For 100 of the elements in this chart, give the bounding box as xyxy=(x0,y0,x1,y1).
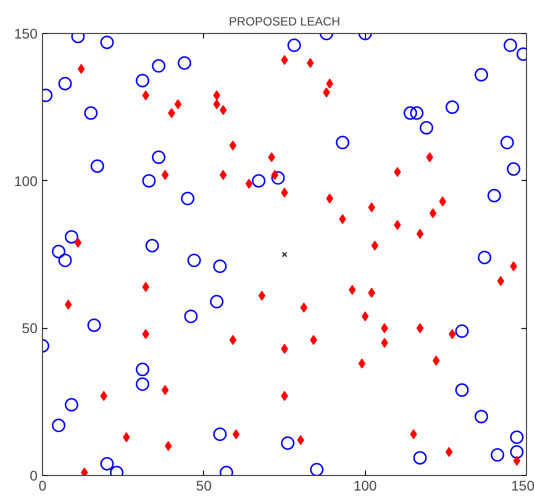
point xyxy=(348,284,356,295)
point xyxy=(510,430,524,444)
y-tick-label: 150 xyxy=(14,26,38,42)
point xyxy=(152,150,166,164)
point xyxy=(478,250,492,264)
point xyxy=(74,238,82,248)
point xyxy=(136,74,150,88)
point xyxy=(413,451,427,465)
point xyxy=(416,228,424,239)
point xyxy=(100,390,108,401)
point xyxy=(455,383,469,397)
point xyxy=(210,294,224,308)
point xyxy=(322,87,330,98)
point xyxy=(455,324,469,338)
point xyxy=(510,261,518,272)
point xyxy=(162,385,169,396)
point xyxy=(78,64,85,74)
point xyxy=(510,445,524,459)
point xyxy=(122,432,130,442)
point xyxy=(184,310,198,324)
point xyxy=(326,78,334,89)
point xyxy=(80,468,88,476)
point xyxy=(220,105,227,116)
point xyxy=(162,170,169,180)
point xyxy=(229,140,236,150)
point xyxy=(64,230,78,244)
point xyxy=(100,36,114,50)
point xyxy=(280,436,294,450)
point xyxy=(446,100,460,114)
y-tick-label: 0 xyxy=(30,468,38,484)
point xyxy=(187,254,201,268)
point xyxy=(287,38,301,52)
point xyxy=(504,38,518,52)
point xyxy=(339,214,346,224)
point xyxy=(213,99,220,110)
point xyxy=(371,240,378,251)
point xyxy=(381,323,388,334)
point xyxy=(310,334,318,345)
point xyxy=(426,152,434,162)
y-tick-label: 100 xyxy=(14,172,38,189)
point xyxy=(58,254,72,268)
point xyxy=(168,108,176,118)
point xyxy=(58,76,72,90)
point xyxy=(310,462,324,476)
point xyxy=(152,59,166,73)
point xyxy=(142,174,156,188)
point xyxy=(394,166,401,177)
point xyxy=(87,318,101,332)
point xyxy=(174,99,182,110)
point xyxy=(258,290,266,301)
point xyxy=(64,398,78,412)
point xyxy=(136,377,150,391)
point xyxy=(487,188,501,202)
point xyxy=(506,162,520,176)
point xyxy=(100,456,114,470)
point xyxy=(474,68,488,82)
point xyxy=(252,174,266,188)
point xyxy=(394,220,401,230)
point xyxy=(52,244,66,258)
point xyxy=(410,429,418,440)
point xyxy=(410,106,424,120)
point xyxy=(500,136,514,150)
point xyxy=(178,56,192,70)
point xyxy=(164,441,172,452)
point xyxy=(232,429,240,440)
point xyxy=(213,90,220,100)
point xyxy=(446,446,453,457)
point xyxy=(432,356,440,366)
point xyxy=(145,238,159,252)
point xyxy=(326,194,334,204)
point xyxy=(213,260,227,274)
point xyxy=(90,159,104,173)
point xyxy=(513,456,520,466)
x-tick-label: 100 xyxy=(353,478,378,494)
point xyxy=(368,202,376,212)
point xyxy=(142,90,150,100)
x-tick-label: 150 xyxy=(511,478,534,494)
point xyxy=(300,302,308,313)
point xyxy=(358,358,366,369)
point xyxy=(336,136,350,150)
point xyxy=(268,152,276,162)
point xyxy=(420,121,434,135)
point xyxy=(64,300,72,310)
point xyxy=(271,171,285,185)
point xyxy=(381,338,388,348)
point xyxy=(297,435,304,446)
point xyxy=(429,208,436,218)
point xyxy=(448,329,456,340)
point xyxy=(306,58,314,68)
point xyxy=(142,329,150,340)
point xyxy=(180,192,194,206)
point xyxy=(84,106,98,120)
point xyxy=(229,334,236,345)
point xyxy=(439,196,446,206)
y-tick-label: 50 xyxy=(22,320,38,336)
point xyxy=(474,410,488,424)
point xyxy=(490,448,504,462)
chart-title: PROPOSED LEACH xyxy=(228,14,340,28)
point xyxy=(404,106,418,120)
point xyxy=(497,276,504,286)
